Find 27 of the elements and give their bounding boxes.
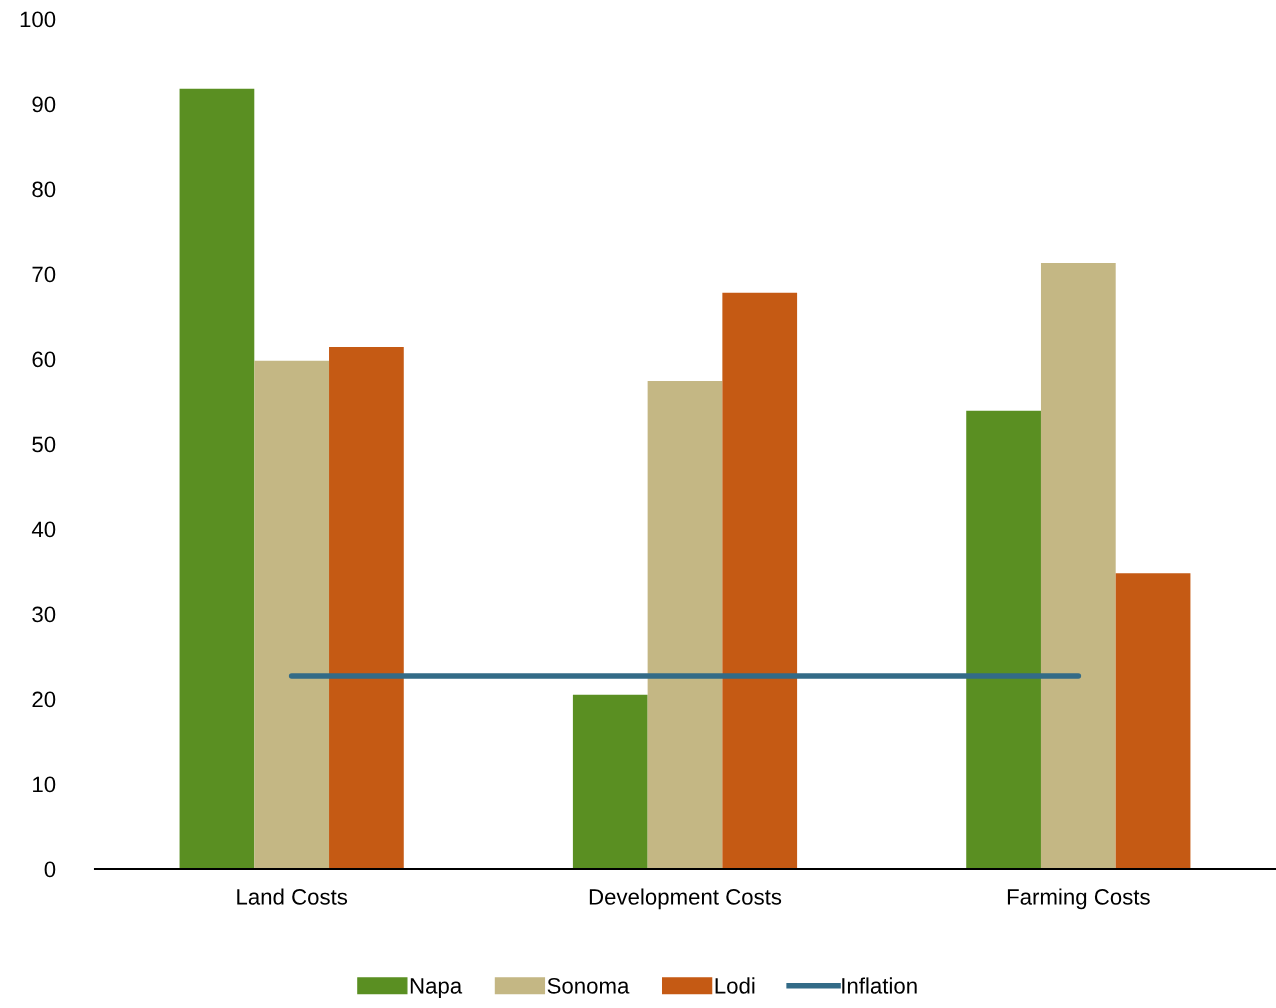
y-tick-label: 30 — [32, 606, 56, 623]
bar — [329, 347, 404, 869]
bar — [966, 410, 1041, 869]
y-tick-label: 70 — [32, 266, 56, 283]
y-tick-label: 90 — [32, 96, 56, 113]
bar — [179, 88, 255, 869]
bar — [254, 360, 330, 869]
y-tick-label: 20 — [32, 691, 56, 708]
bar — [1040, 262, 1116, 869]
bar — [647, 381, 723, 869]
x-tick-label: Farming Costs — [1007, 888, 1150, 910]
y-tick-label: 80 — [32, 181, 56, 198]
y-tick-label: 10 — [33, 776, 56, 793]
legend-label: Lodi — [715, 977, 755, 994]
x-tick-label: Land Costs — [237, 888, 348, 905]
y-tick-label: 50 — [32, 436, 56, 453]
legend-label: Napa — [410, 978, 463, 999]
y-tick-label: 0 — [44, 861, 56, 878]
x-tick-label: Development Costs — [589, 888, 782, 910]
bar — [722, 292, 798, 869]
y-tick-label: 100 — [20, 11, 56, 28]
y-tick-label: 60 — [32, 351, 56, 368]
legend-label: Sonoma — [547, 977, 630, 994]
legend-label: Inflation — [842, 977, 917, 994]
bar — [1115, 573, 1191, 869]
bar — [572, 694, 648, 869]
y-tick-label: 40 — [31, 521, 56, 538]
